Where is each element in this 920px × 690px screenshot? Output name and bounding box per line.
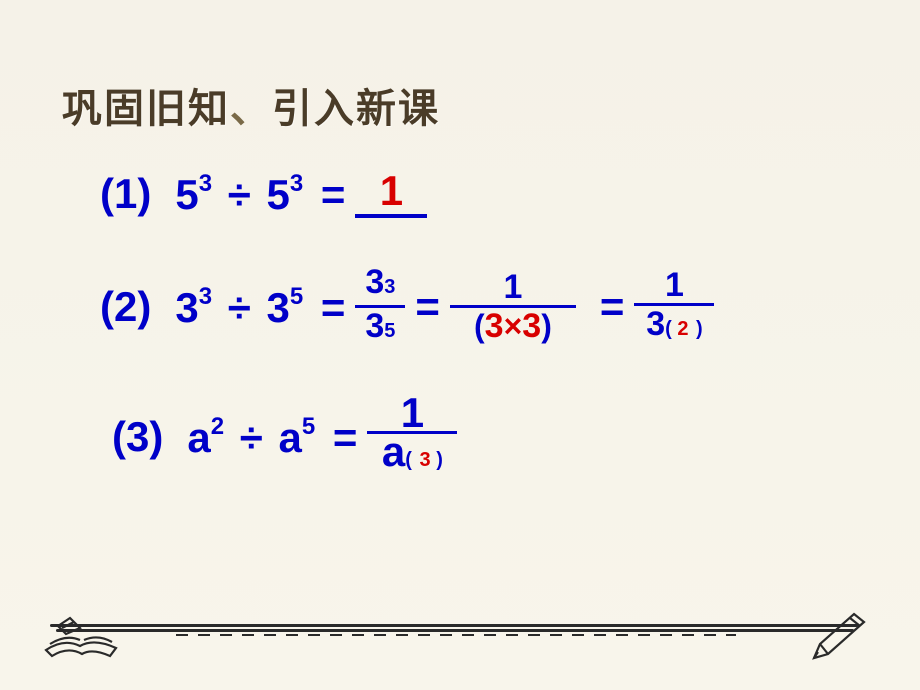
p2-frac3: 1 3 ( 2 ) (634, 267, 714, 347)
p3-lhs: a2 ÷ a5 = (187, 415, 363, 459)
problem-2-label: (2) (100, 286, 151, 328)
p2-den-a: 3 (485, 308, 504, 344)
problems-container: (1) 53 ÷ 53 = 1 (2) 33 ÷ 35 = 33 35 = 1 (100, 170, 860, 524)
p1-lhs: 53 ÷ 53 = (175, 172, 351, 216)
p1-answer-blank: 1 (355, 170, 427, 218)
p2-den-b: 3 (522, 308, 541, 344)
problem-1: (1) 53 ÷ 53 = 1 (100, 170, 860, 218)
times-icon: × (504, 308, 523, 344)
p2-exp-answer: 2 (677, 318, 688, 340)
book-icon (40, 610, 130, 664)
title-part1: 巩固旧知 (62, 86, 230, 131)
p2-frac2: 1 ( 3 × 3 ) (450, 269, 576, 344)
title-part2: 引入新课 (272, 86, 440, 131)
pencil-icon (800, 608, 880, 664)
problem-2: (2) 33 ÷ 35 = 33 35 = 1 ( 3 × 3 ) = (100, 264, 860, 349)
p1-answer: 1 (380, 170, 403, 212)
p3-frac: 1 a ( 3 ) (367, 395, 457, 478)
title-punct: 、 (230, 86, 272, 131)
underline (355, 214, 427, 218)
p2-lhs: 33 ÷ 35 = (175, 285, 351, 329)
footer-decoration (40, 608, 880, 664)
problem-3: (3) a2 ÷ a5 = 1 a ( 3 ) (112, 395, 860, 478)
slide-title: 巩固旧知、引入新课 (62, 76, 440, 134)
p2-frac1: 33 35 (355, 264, 405, 349)
p3-exp-answer: 3 (420, 449, 431, 471)
problem-1-label: (1) (100, 173, 151, 215)
problem-3-label: (3) (112, 416, 163, 458)
